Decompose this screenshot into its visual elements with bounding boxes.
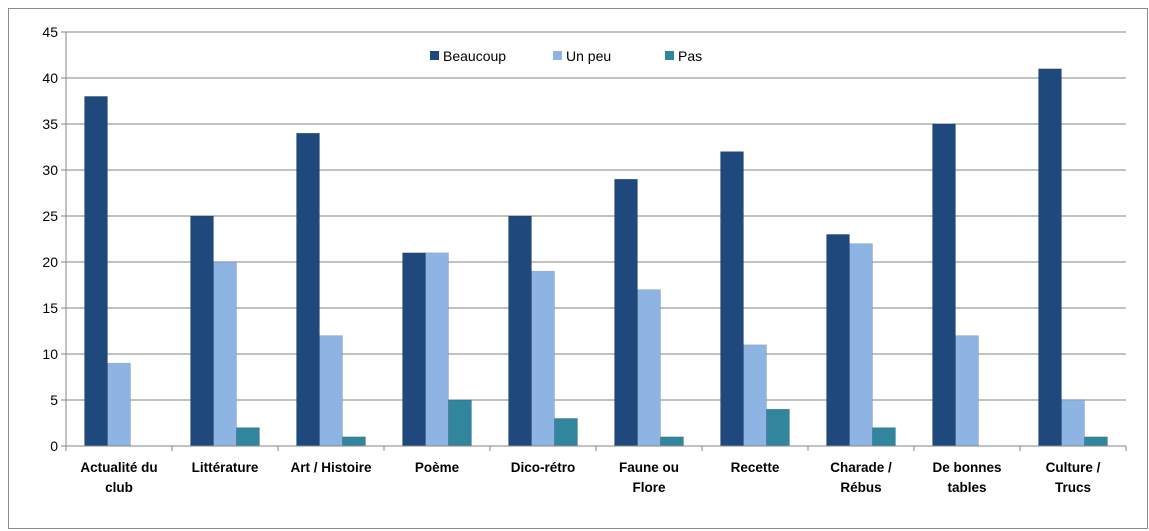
x-tick-label-line: Dico-rétro — [511, 460, 576, 475]
bar-beaucoup — [932, 123, 956, 447]
bar-pas — [872, 427, 896, 447]
x-tick-label-line: Recette — [731, 460, 780, 475]
bar-beaucoup — [84, 96, 108, 447]
bar-beaucoup — [402, 252, 426, 447]
legend-label: Beaucoup — [443, 48, 506, 64]
bar-pas — [448, 399, 472, 447]
legend-swatch — [553, 51, 562, 60]
y-tick-label: 10 — [42, 346, 58, 362]
bar-pas — [1084, 436, 1108, 447]
bar-un-peu — [425, 252, 449, 447]
bar-un-peu — [319, 335, 343, 447]
bar-pas — [660, 436, 684, 447]
x-tick-label: Poème — [415, 460, 460, 475]
x-tick-label-line: Charade / — [830, 460, 892, 475]
y-tick-label: 15 — [42, 300, 58, 316]
y-tick-label: 20 — [42, 254, 58, 270]
bar-beaucoup — [1038, 68, 1062, 447]
bar-beaucoup — [826, 234, 850, 447]
x-tick-label-line: Littérature — [192, 460, 259, 475]
bar-beaucoup — [508, 215, 532, 447]
y-tick-label: 45 — [42, 24, 58, 40]
x-tick-label: Actualité du club — [80, 460, 157, 495]
y-tick-label: 35 — [42, 116, 58, 132]
y-tick-label: 0 — [50, 438, 58, 454]
bar-un-peu — [637, 289, 661, 447]
x-tick-label: Littérature — [192, 460, 259, 475]
bar-pas — [766, 408, 790, 447]
x-tick-label-line: Actualité du — [80, 460, 157, 475]
bar-beaucoup — [614, 178, 638, 447]
x-tick-label-line: Faune ou — [619, 460, 679, 475]
bar-un-peu — [213, 261, 237, 447]
y-tick-labels: 0 5 10 15 20 25 30 35 40 45 — [42, 24, 58, 454]
bar-un-peu — [849, 243, 873, 447]
bar-pas — [342, 436, 366, 447]
bar-un-peu — [1061, 399, 1085, 447]
x-tick-label-line: tables — [947, 480, 986, 495]
bar-beaucoup — [296, 132, 320, 447]
x-tick-label: Culture / Trucs — [1046, 460, 1101, 495]
x-tick-labels: Actualité du club Littérature Art / Histoir… — [80, 460, 1100, 495]
legend-label: Pas — [678, 48, 702, 64]
bar-un-peu — [955, 335, 979, 447]
bars — [84, 68, 1108, 447]
axes — [61, 31, 1127, 451]
x-tick-label-line: Rébus — [840, 480, 881, 495]
legend-swatch — [430, 51, 439, 60]
bar-beaucoup — [720, 151, 744, 447]
y-tick-label: 30 — [42, 162, 58, 178]
legend-label: Un peu — [566, 48, 611, 64]
x-tick-label: Dico-rétro — [511, 460, 576, 475]
x-tick-label-line: Culture / — [1046, 460, 1101, 475]
x-tick-label-line: club — [105, 480, 133, 495]
legend: Beaucoup Un peu Pas — [430, 48, 702, 64]
bar-beaucoup — [190, 215, 214, 447]
legend-swatch — [665, 51, 674, 60]
bar-un-peu — [107, 362, 131, 447]
x-tick-label-line: Poème — [415, 460, 460, 475]
x-tick-label-line: Flore — [632, 480, 665, 495]
bar-pas — [554, 418, 578, 447]
y-tick-label: 25 — [42, 208, 58, 224]
y-tick-label: 5 — [50, 392, 58, 408]
x-tick-label: Art / Histoire — [290, 460, 372, 475]
x-tick-label: Charade / Rébus — [830, 460, 892, 495]
x-tick-label-line: De bonnes — [932, 460, 1001, 475]
bar-un-peu — [531, 270, 555, 447]
x-tick-label: De bonnes tables — [932, 460, 1001, 495]
bar-un-peu — [743, 344, 767, 447]
x-tick-label-line: Trucs — [1055, 480, 1091, 495]
y-tick-label: 40 — [42, 70, 58, 86]
x-tick-label: Recette — [731, 460, 780, 475]
x-tick-label: Faune ou Flore — [619, 460, 679, 495]
x-tick-label-line: Art / Histoire — [290, 460, 372, 475]
bar-pas — [236, 427, 260, 447]
